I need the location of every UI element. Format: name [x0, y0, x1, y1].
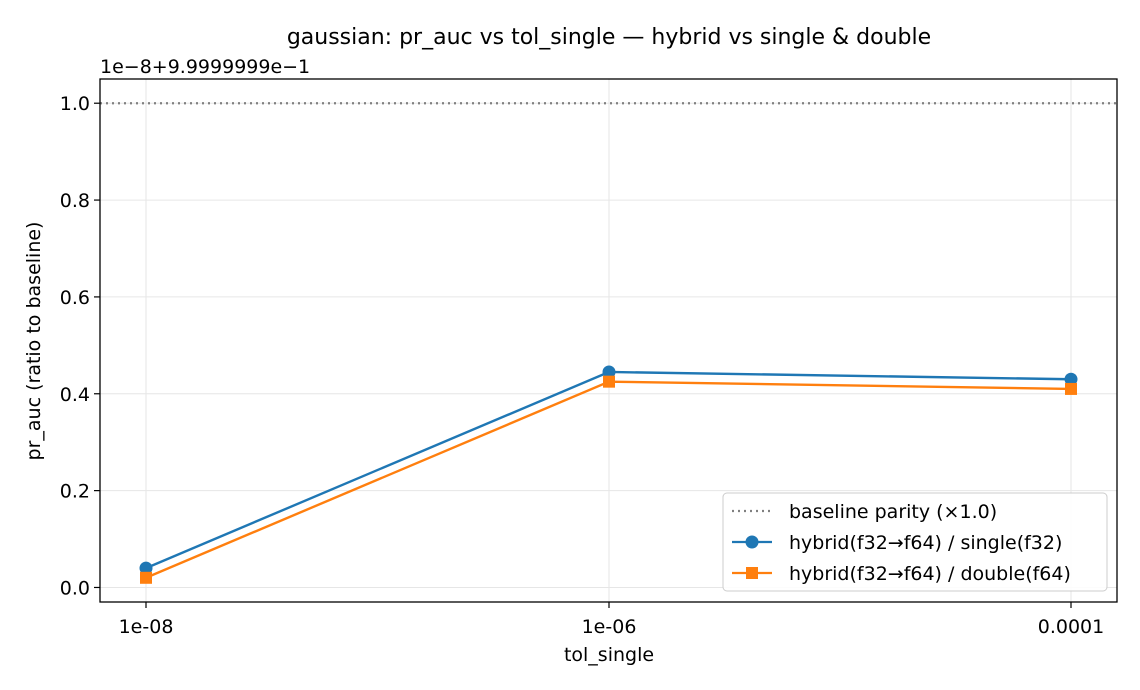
legend-box: [722, 492, 1108, 592]
legend-entry-double: hybrid(f32→f64) / double(f64): [732, 563, 1071, 585]
legend-baseline-label: baseline parity (×1.0): [789, 501, 997, 523]
legend-entry-single: hybrid(f32→f64) / single(f32): [732, 532, 1062, 554]
legend-single-label: hybrid(f32→f64) / single(f32): [789, 532, 1062, 554]
y-tick-label: 0.6: [60, 287, 90, 309]
y-tick-label: 0.8: [60, 190, 90, 212]
y-tick-label: 1.0: [60, 93, 90, 115]
legend-double-label: hybrid(f32→f64) / double(f64): [789, 563, 1071, 585]
x-tick-label: 0.0001: [1038, 616, 1104, 638]
x-axis-label: tol_single: [564, 644, 654, 666]
chart-title: gaussian: pr_auc vs tol_single — hybrid …: [287, 25, 931, 50]
data-point-0-1: [602, 365, 616, 379]
y-tick-label: 0.2: [60, 481, 90, 503]
legend-entry-baseline: baseline parity (×1.0): [732, 501, 997, 523]
series-layer: [139, 365, 1078, 584]
legend-double-marker: [746, 567, 758, 579]
legend: baseline parity (×1.0) hybrid(f32→f64) /…: [722, 492, 1108, 592]
legend-single-marker: [745, 535, 759, 549]
y-axis-label: pr_auc (ratio to baseline): [23, 222, 45, 461]
y-tick-label: 0.4: [60, 384, 90, 406]
x-tick-label: 1e-08: [119, 616, 174, 638]
y-offset-label: 1e−8+9.9999999e−1: [100, 56, 310, 78]
x-tick-label: 1e-06: [582, 616, 637, 638]
axis-ticks: 0.0 0.2 0.4 0.6 0.8 1.0 1e-08 1e-06 0.0001: [60, 93, 1104, 638]
data-point-0-2: [1064, 372, 1078, 386]
data-point-1-2: [1065, 382, 1077, 395]
data-point-0-0: [139, 561, 153, 575]
y-tick-label: 0.0: [60, 577, 90, 599]
data-point-1-0: [140, 571, 152, 584]
data-point-1-1: [603, 375, 615, 388]
